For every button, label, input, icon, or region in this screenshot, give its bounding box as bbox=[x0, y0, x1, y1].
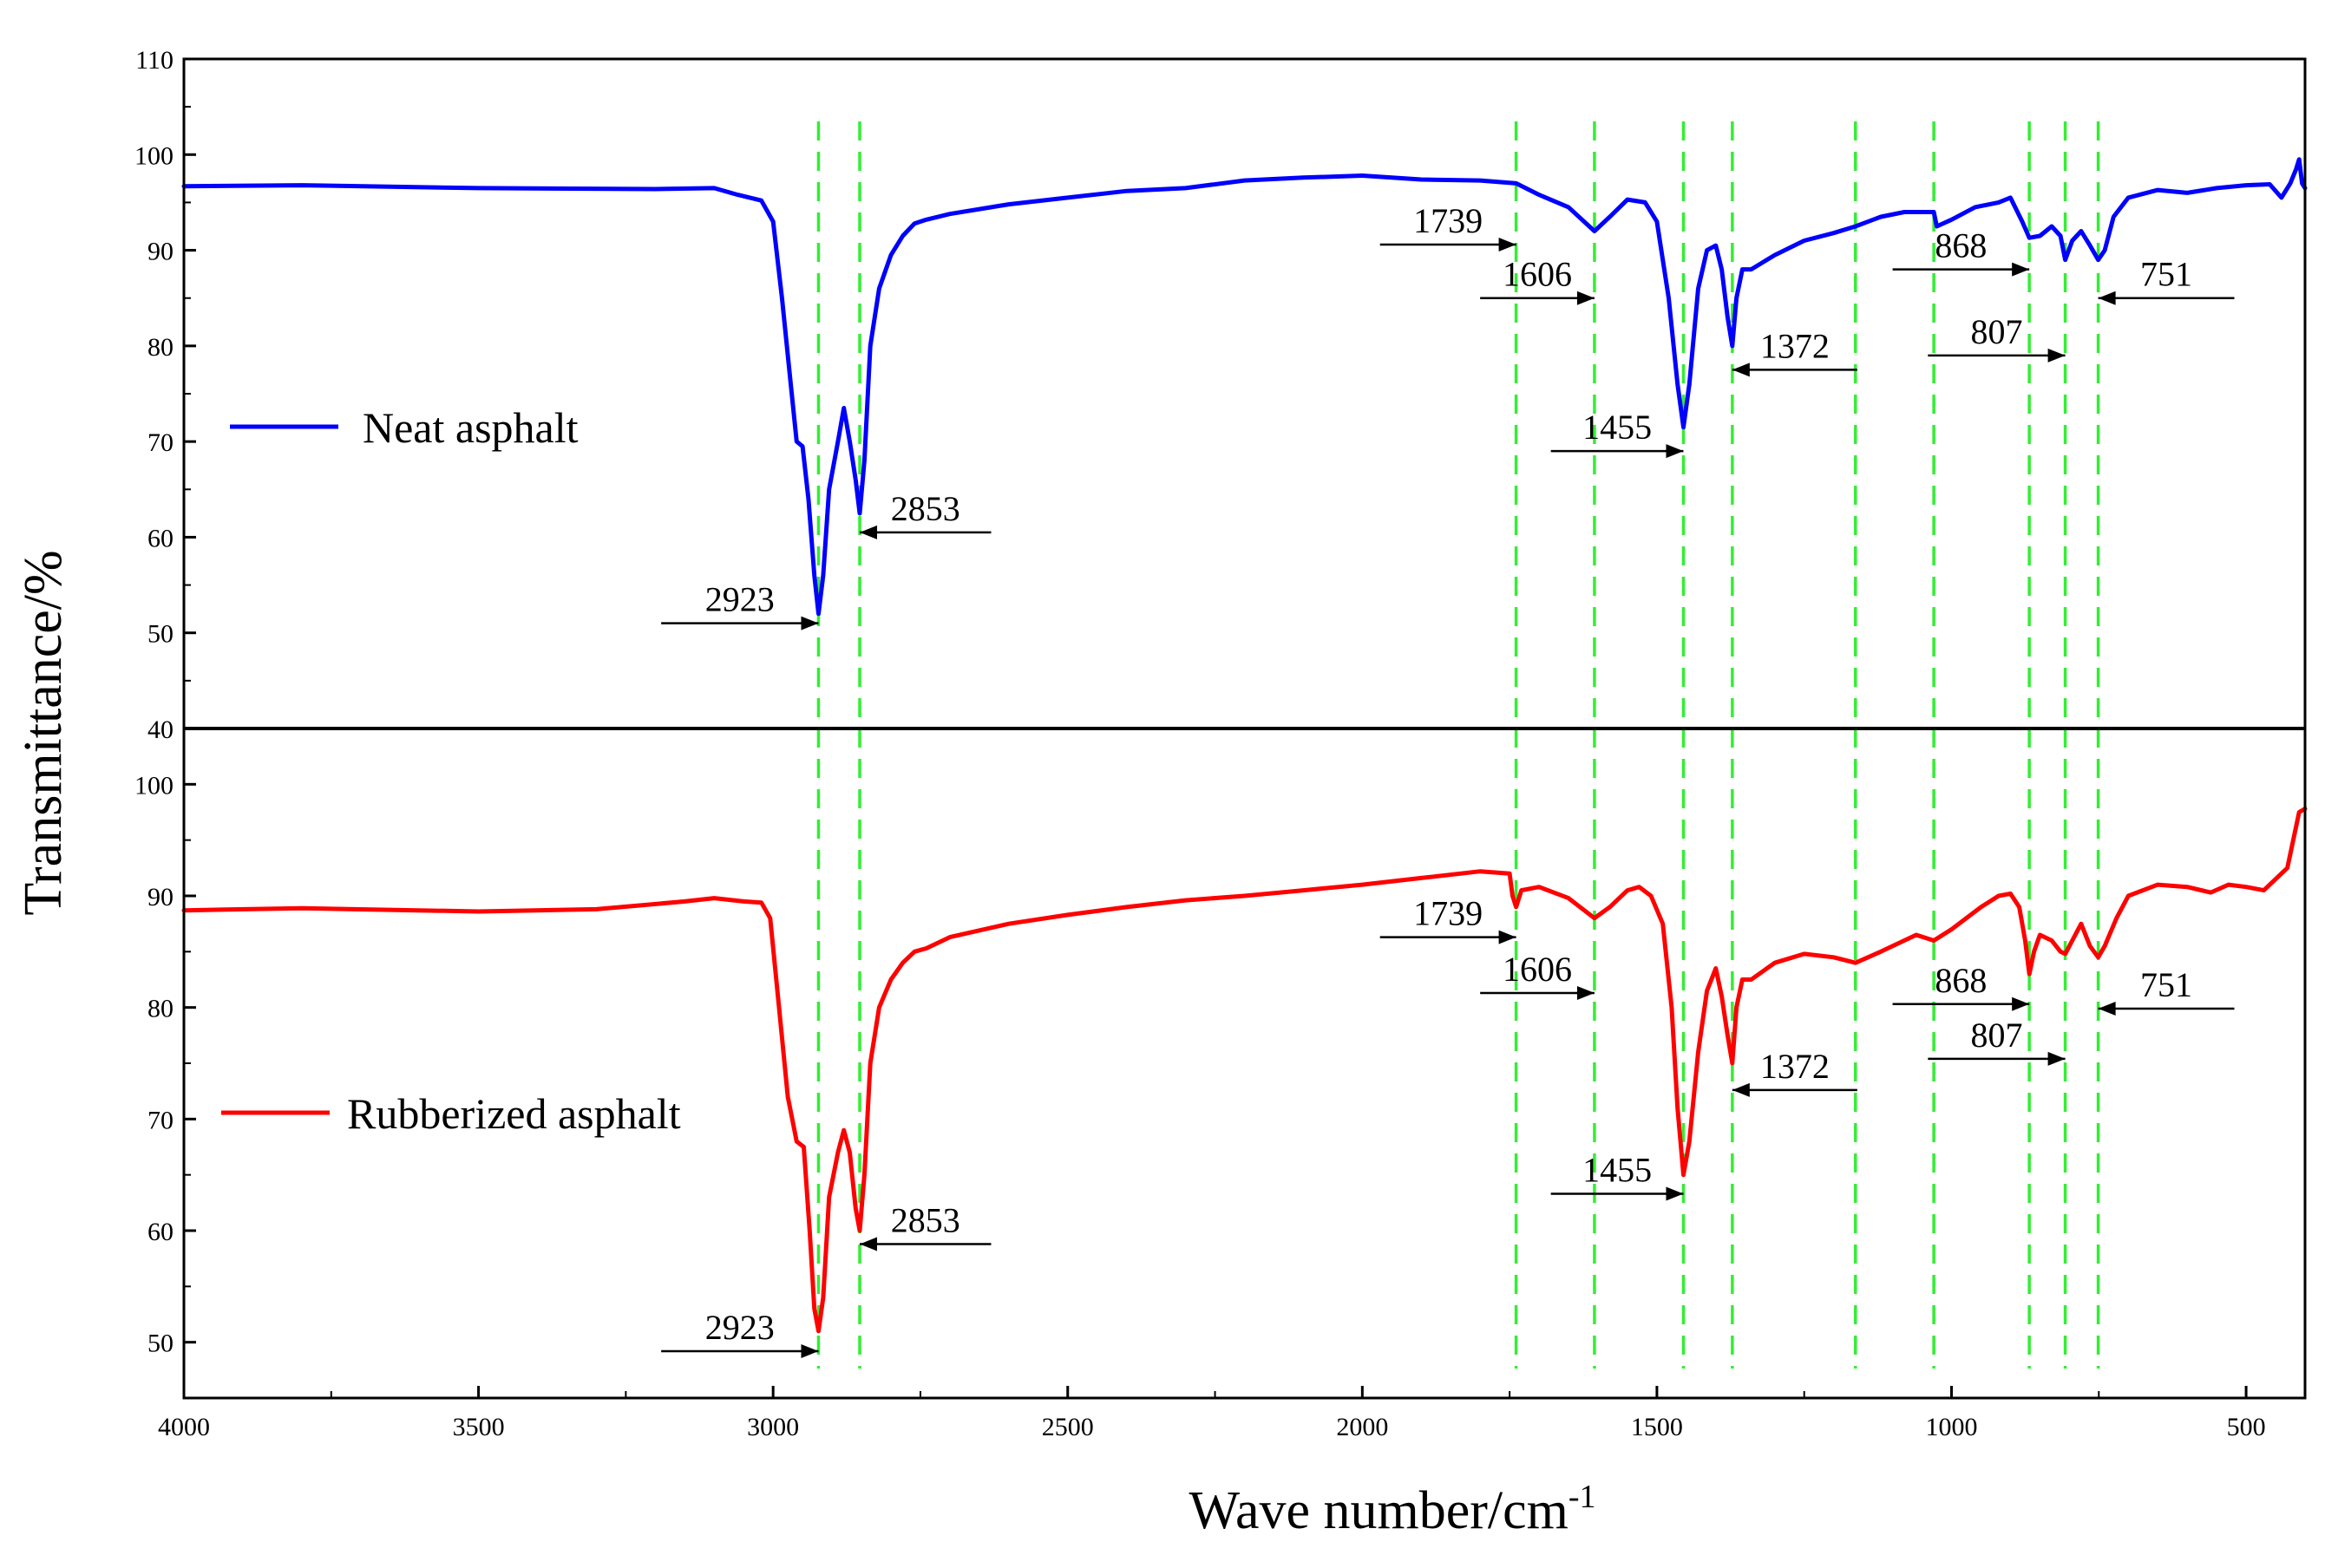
top-peak-label-1455: 1455 bbox=[1582, 408, 1652, 447]
x-tick-label-500: 500 bbox=[2227, 1413, 2266, 1441]
bottom-y-tick-label-60: 60 bbox=[147, 1218, 174, 1246]
bottom-peak-label-2853: 2853 bbox=[891, 1200, 960, 1239]
bottom-peak-label-807: 807 bbox=[1970, 1016, 2022, 1055]
bottom-peak-label-1372: 1372 bbox=[1760, 1047, 1830, 1086]
bottom-peak-label-868: 868 bbox=[1935, 961, 1987, 1000]
top-peak-label-1372: 1372 bbox=[1760, 326, 1830, 365]
bottom-y-tick-label-80: 80 bbox=[147, 995, 174, 1023]
bottom-peak-label-1739: 1739 bbox=[1413, 894, 1483, 933]
top-peak-label-807: 807 bbox=[1970, 312, 2022, 351]
x-tick-label-2000: 2000 bbox=[1336, 1413, 1388, 1441]
top-y-tick-label-40: 40 bbox=[147, 715, 174, 744]
x-tick-label-3000: 3000 bbox=[747, 1413, 799, 1441]
top-peak-label-2923: 2923 bbox=[705, 580, 775, 619]
top-peak-label-2853: 2853 bbox=[891, 489, 960, 528]
bottom-peak-label-1606: 1606 bbox=[1503, 950, 1572, 989]
y-axis-title: Transmittance/% bbox=[14, 550, 73, 915]
annotations-layer: 2923 2853 1739 1606 1455 1372 868 807 751 2923 285… bbox=[661, 201, 2235, 1358]
top-y-tick-label-100: 100 bbox=[134, 141, 174, 170]
top-peak-label-1739: 1739 bbox=[1413, 201, 1483, 240]
bottom-peak-label-1455: 1455 bbox=[1582, 1151, 1652, 1190]
bottom-series-line bbox=[181, 807, 2308, 1334]
top-y-tick-label-60: 60 bbox=[147, 524, 174, 552]
top-y-tick-label-90: 90 bbox=[147, 238, 174, 266]
legend-rubberized-asphalt: Rubberized asphalt bbox=[221, 1089, 681, 1138]
x-tick-label-1500: 1500 bbox=[1631, 1413, 1683, 1441]
bottom-y-tick-label-70: 70 bbox=[147, 1106, 174, 1134]
bottom-peak-label-2923: 2923 bbox=[705, 1308, 775, 1347]
marker-lines bbox=[816, 121, 2100, 1369]
top-y-tick-label-80: 80 bbox=[147, 333, 174, 362]
bottom-peak-label-751: 751 bbox=[2140, 965, 2192, 1004]
bottom-y-tick-label-100: 100 bbox=[134, 771, 174, 800]
x-axis-title-text: Wave number/cm bbox=[1189, 1481, 1568, 1540]
x-axis-title-superscript: -1 bbox=[1568, 1479, 1596, 1515]
x-tick-label-1000: 1000 bbox=[1926, 1413, 1978, 1441]
legend-rubberized-label: Rubberized asphalt bbox=[347, 1089, 681, 1138]
x-tick-label-2500: 2500 bbox=[1042, 1413, 1094, 1441]
top-y-tick-label-110: 110 bbox=[135, 46, 174, 75]
top-peak-label-868: 868 bbox=[1935, 226, 1987, 265]
top-y-tick-label-70: 70 bbox=[147, 428, 174, 457]
x-tick-label-3500: 3500 bbox=[453, 1413, 505, 1441]
legend-neat-label: Neat asphalt bbox=[363, 403, 579, 452]
x-axis-title: Wave number/cm-1 bbox=[1189, 1479, 1595, 1540]
top-peak-label-1606: 1606 bbox=[1503, 255, 1572, 294]
plot-frame: 4000 3500 3000 2500 2000 1500 1000 500 40 50 60 70 8… bbox=[134, 46, 2307, 1441]
top-y-tick-label-50: 50 bbox=[147, 620, 174, 649]
series-layer bbox=[181, 157, 2308, 1334]
top-series-line bbox=[181, 157, 2308, 617]
x-tick-label-4000: 4000 bbox=[158, 1413, 210, 1441]
top-peak-label-751: 751 bbox=[2140, 255, 2192, 294]
bottom-y-tick-label-50: 50 bbox=[147, 1330, 174, 1358]
legend-neat-asphalt: Neat asphalt bbox=[230, 403, 579, 452]
bottom-y-tick-label-90: 90 bbox=[147, 883, 174, 911]
